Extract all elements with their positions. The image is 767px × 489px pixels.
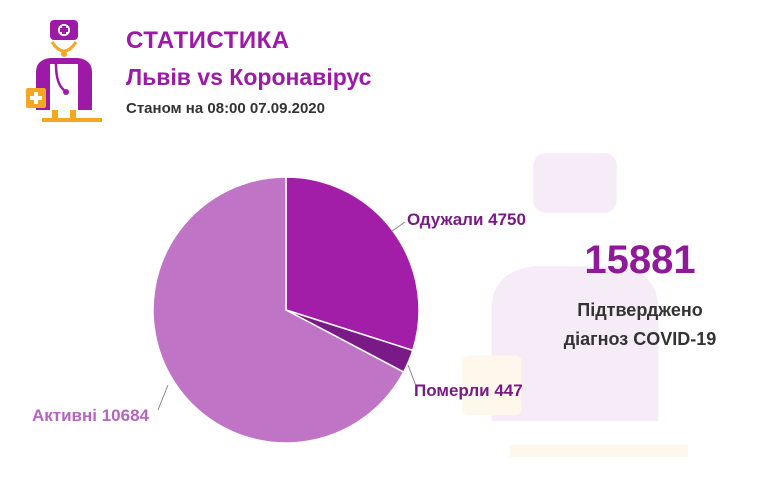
page-title: СТАТИСТИКА bbox=[126, 27, 290, 54]
date-stamp: Станом на 08:00 07.09.2020 bbox=[126, 100, 325, 117]
label-recovered: Одужали 4750 bbox=[407, 210, 526, 229]
slice-active bbox=[152, 176, 405, 444]
leader-died bbox=[407, 364, 417, 387]
doctor-logo-icon bbox=[26, 20, 102, 122]
label-active: Активні 10684 bbox=[32, 406, 149, 425]
leader-active bbox=[157, 384, 169, 411]
caption-line2: діагноз COVID-19 bbox=[563, 329, 717, 349]
doctor-watermark-icon bbox=[461, 153, 689, 457]
slice-recovered bbox=[285, 176, 420, 352]
caption-line1: Підтверджено bbox=[577, 300, 703, 320]
total-count: 15881 bbox=[584, 238, 696, 282]
total-caption: Підтверджено діагноз COVID-19 bbox=[540, 296, 740, 354]
page-subtitle: Львів vs Коронавірус bbox=[126, 64, 372, 90]
leader-recovered bbox=[391, 221, 406, 232]
label-died: Померли 447 bbox=[414, 381, 523, 400]
